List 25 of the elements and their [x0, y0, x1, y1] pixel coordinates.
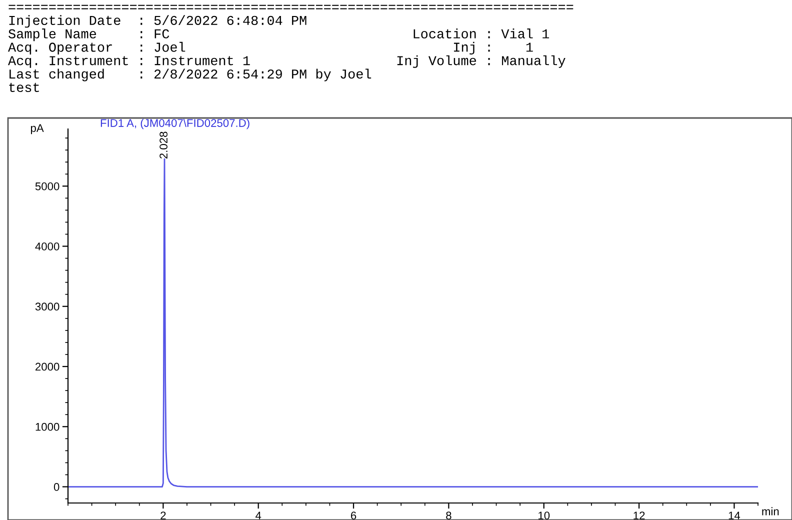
text: test	[9, 82, 39, 92]
text: Sample Name : FC Location : Vial 1	[8, 28, 550, 42]
y-tick-label: 4000	[35, 242, 60, 250]
text: ======================================================================	[8, 4, 574, 10]
y-tick-label: 5000	[35, 182, 60, 190]
y-tick-label: 2000	[36, 362, 60, 371]
text: Acq. Instrument : Instrument 1 Inj Volume : Manually	[8, 55, 566, 68]
text: Injection Date : 5/6/2022 6:48:04 PM	[9, 15, 306, 28]
y-axis-title: pA	[30, 124, 44, 134]
x-tick-label: 14	[728, 512, 740, 520]
text: Acq. Operator : Joel Inj : 1	[8, 42, 533, 54]
line-series	[68, 158, 758, 488]
x-axis-title: min	[762, 507, 779, 516]
annotation: 2.028	[160, 132, 168, 159]
x-tick-label: 8	[446, 512, 452, 520]
x-tick-label: 6	[350, 512, 356, 520]
y-tick-label: 3000	[35, 302, 60, 311]
x-tick-label: 12	[634, 512, 645, 520]
chart-title: FID1 A, (JM0407\FID02507.D)	[100, 118, 250, 130]
x-tick-label: 4	[256, 512, 262, 520]
y-tick-label: 1000	[36, 422, 60, 431]
x-tick-label: 10	[538, 512, 550, 520]
y-tick-label: 0	[54, 483, 60, 491]
text: Last changed : 2/8/2022 6:54:29 PM by Joel	[10, 68, 372, 82]
x-tick-label: 2	[160, 512, 166, 520]
